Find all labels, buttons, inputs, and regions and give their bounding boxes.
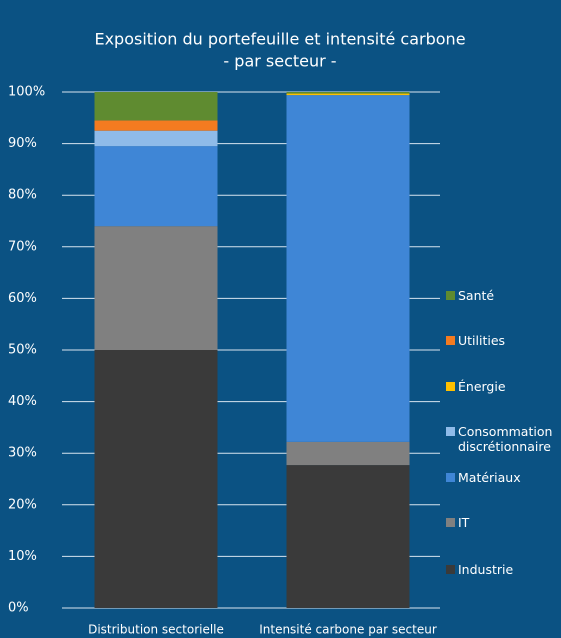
bar-segment	[94, 130, 218, 147]
legend-swatch	[446, 336, 455, 345]
legend-swatch	[446, 427, 455, 436]
legend-swatch	[446, 382, 455, 391]
y-tick-label: 40%	[8, 394, 37, 409]
legend-label: Santé	[458, 288, 495, 303]
legend-label: Consommation discrétionnaire	[458, 424, 553, 454]
legend-swatch	[446, 518, 455, 527]
legend-item: Énergie	[446, 379, 561, 394]
x-tick-label: Intensité carbone par secteur	[259, 623, 437, 637]
legend-item: Consommation discrétionnaire	[446, 424, 561, 454]
x-tick-label: Distribution sectorielle	[88, 623, 224, 637]
legend-swatch	[446, 565, 455, 574]
y-tick-label: 20%	[8, 497, 37, 512]
y-tick-label: 30%	[8, 446, 37, 461]
bar-segment	[286, 93, 410, 96]
chart-title: Exposition du portefeuille et intensité …	[94, 30, 465, 49]
y-tick-label: 10%	[8, 549, 37, 564]
legend-item: Industrie	[446, 562, 561, 577]
bar-segment	[94, 146, 218, 227]
bar-segment	[94, 120, 218, 131]
legend-label: Énergie	[458, 379, 506, 394]
y-tick-label: 80%	[8, 188, 37, 203]
legend-swatch	[446, 473, 455, 482]
bar-segment	[286, 95, 410, 442]
legend-label: Matériaux	[458, 470, 521, 485]
legend-swatch	[446, 291, 455, 300]
bar-segment	[94, 350, 218, 608]
legend-label: Utilities	[458, 333, 506, 348]
chart-subtitle: - par secteur -	[223, 52, 336, 71]
legend-item: IT	[446, 515, 561, 530]
bar-segment	[286, 92, 410, 94]
legend-item: Matériaux	[446, 470, 561, 485]
bar-segment	[286, 465, 410, 608]
y-tick-label: 70%	[8, 239, 37, 254]
legend-item: Santé	[446, 288, 561, 303]
bar-segment	[94, 226, 218, 350]
y-tick-label: 50%	[8, 343, 37, 358]
y-tick-label: 0%	[8, 601, 29, 616]
legend-item: Utilities	[446, 333, 561, 348]
bar-segment	[94, 92, 218, 121]
y-tick-label: 60%	[8, 291, 37, 306]
legend-label: IT	[458, 515, 470, 530]
legend-label: Industrie	[458, 562, 514, 577]
y-tick-label: 90%	[8, 136, 37, 151]
y-tick-label: 100%	[8, 85, 45, 100]
bar-segment	[286, 441, 410, 466]
